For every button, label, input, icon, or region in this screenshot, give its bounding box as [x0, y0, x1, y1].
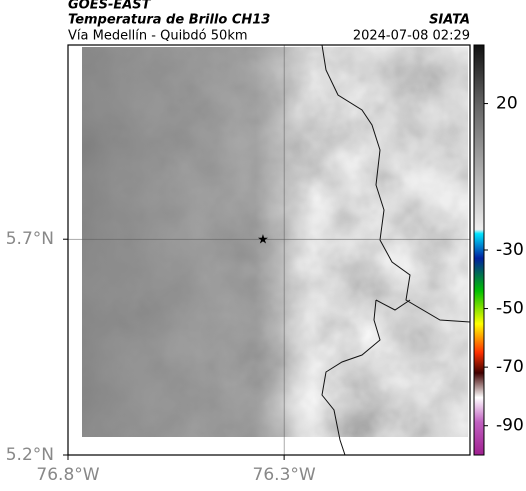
- y-tick-label: 5.7°N: [6, 229, 54, 249]
- timestamp: 2024-07-08 02:29: [353, 29, 470, 44]
- x-tick-label: 76.8°W: [36, 465, 99, 485]
- border: [321, 299, 381, 455]
- y-tick-label: 5.2°N: [6, 445, 54, 465]
- x-tick-label: 76.3°W: [253, 465, 316, 485]
- colorbar: [473, 44, 485, 456]
- subtitle: Temperatura de Brillo CH13: [68, 13, 270, 28]
- image-shade: [82, 47, 468, 437]
- colorbar-tick-label: -30: [496, 240, 524, 260]
- location-marker: ★: [257, 233, 269, 248]
- colorbar-tick-label: -90: [496, 416, 524, 436]
- colorbar-tick-label: 20: [496, 94, 518, 114]
- border: [375, 299, 411, 311]
- source: SIATA: [429, 13, 470, 28]
- map-frame: [67, 44, 471, 456]
- map-area: ★: [68, 45, 470, 455]
- border: [321, 45, 470, 323]
- place: Vía Medellín - Quibdó 50km: [68, 29, 248, 44]
- title: GOES-EAST: [68, 0, 152, 13]
- colorbar-tick-label: -70: [496, 357, 524, 377]
- colorbar-tick-label: -50: [496, 299, 524, 319]
